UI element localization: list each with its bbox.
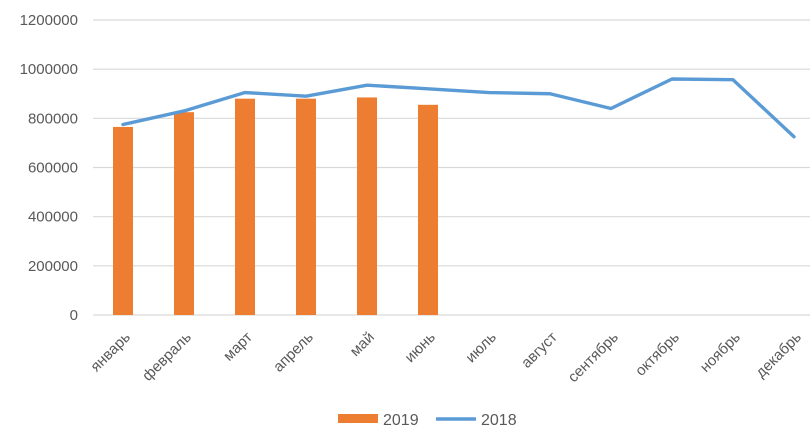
x-axis-label-ноябрь: ноябрь [697,329,744,376]
bar-series-2019 [113,97,438,316]
x-axis-label-декабрь: декабрь [752,329,805,382]
y-tick-label: 1000000 [20,61,78,78]
y-tick-label: 0 [70,307,78,324]
x-axis-label-октябрь: октябрь [632,329,683,380]
y-tick-label: 1200000 [20,12,78,29]
x-axis-label-август: август [518,329,561,372]
y-tick-label: 400000 [28,209,78,226]
legend-label-2018: 2018 [481,412,517,429]
legend-swatch-2019 [338,414,378,423]
bar-2019-май [357,97,377,315]
x-axis-labels: январь февраль март апрель май июнь июль август… [87,329,805,386]
line-series-2018 [121,77,796,139]
y-tick-label: 600000 [28,160,78,177]
x-axis-label-сентябрь: сентябрь [565,329,622,386]
x-axis-label-апрель: апрель [270,329,317,376]
bar-2019-март [235,98,255,316]
x-axis-label-май: май [347,329,378,360]
x-axis-label-март: март [220,329,256,365]
y-axis-labels: 0 200000 400000 600000 800000 1000000 1200000 [20,12,78,324]
bar-2019-июнь [418,104,438,315]
bar-2019-апрель [296,98,316,316]
y-tick-label: 800000 [28,110,78,127]
legend-label-2019: 2019 [383,412,419,429]
bar-2019-февраль [174,112,194,315]
x-axis-label-июнь: июнь [402,329,439,366]
bar-2019-январь [113,126,133,315]
gridlines [93,19,810,316]
x-axis-label-январь: январь [87,329,134,376]
legend: 2019 2018 [338,412,517,429]
x-axis-label-февраль: февраль [139,329,195,385]
x-axis-label-июль: июль [462,329,500,367]
y-tick-label: 200000 [28,258,78,275]
